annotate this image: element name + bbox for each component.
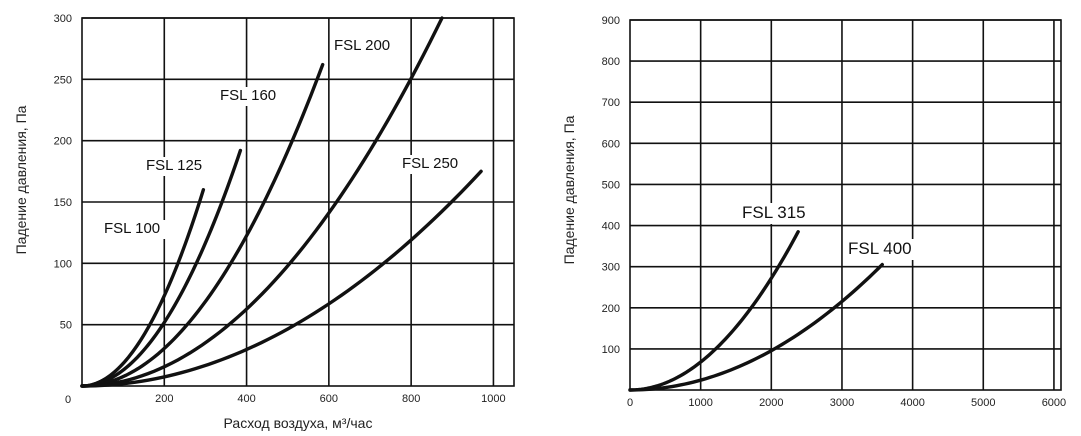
- right-x-tick-labels: 0 1000 2000 3000 4000 5000 6000: [627, 397, 1066, 409]
- x-tick-label: 200: [155, 393, 173, 405]
- y-tick-label: 600: [602, 138, 620, 150]
- y-tick-label: 700: [602, 97, 620, 109]
- curve-label-bg: [216, 87, 294, 106]
- x-tick-label: 400: [237, 393, 255, 405]
- y-tick-label: 250: [54, 74, 72, 86]
- y-tick-label: 50: [60, 320, 72, 332]
- x-tick-label: 4000: [900, 397, 924, 409]
- right-y-axis-label: Падение давления, Па: [561, 115, 577, 264]
- left-origin-label: 0: [65, 394, 71, 406]
- curve-fsl-125: [80, 148, 243, 388]
- left-x-tick-labels: 200 400 600 800 1000: [155, 393, 506, 405]
- curve-fsl-200: [80, 16, 444, 388]
- right-plot-frame: [629, 19, 1062, 391]
- curve-label-fsl-400: FSL 400: [848, 239, 912, 258]
- y-tick-label: 900: [602, 15, 620, 27]
- curve-label-bg: [330, 37, 408, 56]
- x-tick-label: 2000: [759, 397, 783, 409]
- curve-label-fsl-125: FSL 125: [146, 157, 202, 174]
- curve-label-bg: [738, 203, 824, 224]
- curve-fsl-160: [80, 62, 325, 388]
- curve-label-fsl-200: FSL 200: [334, 37, 390, 54]
- x-tick-label: 1000: [688, 397, 712, 409]
- chart-right: 0 1000 2000 3000 4000 5000 6000 100 200 300 400 50…: [561, 15, 1066, 409]
- chart-left: 200 400 600 800 1000 50 100 150 200 250 300 FSL 1…: [13, 13, 515, 431]
- y-tick-label: 300: [54, 13, 72, 25]
- left-x-axis-label: Расход воздуха, м³/час: [224, 415, 373, 431]
- right-curve-labels: FSL 315 FSL 400: [738, 203, 930, 260]
- left-y-axis-label: Падение давления, Па: [13, 105, 29, 254]
- left-curves: [80, 16, 483, 388]
- y-tick-label: 300: [602, 262, 620, 274]
- curve-label-bg: [844, 239, 930, 260]
- curve-label-bg: [100, 220, 178, 239]
- curve-label-fsl-160: FSL 160: [220, 87, 276, 104]
- curve-label-fsl-250: FSL 250: [402, 155, 458, 172]
- left-curve-labels: FSL 100 FSL 125 FSL 160 FSL 200 FSL 250: [100, 37, 476, 239]
- left-plot-frame: [81, 17, 515, 387]
- right-gridlines: [630, 19, 1061, 390]
- x-tick-label: 5000: [971, 397, 995, 409]
- curve-label-bg: [398, 155, 476, 174]
- x-tick-label: 0: [627, 397, 633, 409]
- y-tick-label: 100: [54, 258, 72, 270]
- left-y-tick-labels: 50 100 150 200 250 300: [54, 13, 72, 332]
- right-y-tick-labels: 100 200 300 400 500 600 700 800 900: [602, 15, 620, 356]
- x-tick-label: 800: [402, 393, 420, 405]
- curve-label-fsl-315: FSL 315: [742, 203, 806, 222]
- y-tick-label: 200: [602, 303, 620, 315]
- y-tick-label: 400: [602, 221, 620, 233]
- x-tick-label: 3000: [830, 397, 854, 409]
- curve-label-fsl-100: FSL 100: [104, 220, 160, 237]
- right-curves: [628, 230, 884, 392]
- x-tick-label: 6000: [1042, 397, 1066, 409]
- y-tick-label: 800: [602, 56, 620, 68]
- y-tick-label: 100: [602, 344, 620, 356]
- y-tick-label: 500: [602, 179, 620, 191]
- curve-fsl-315: [628, 230, 800, 392]
- curve-label-bg: [142, 157, 220, 176]
- curve-fsl-250: [80, 169, 483, 388]
- x-tick-label: 1000: [481, 393, 505, 405]
- x-tick-label: 600: [320, 393, 338, 405]
- curve-fsl-400: [628, 262, 884, 392]
- y-tick-label: 200: [54, 136, 72, 148]
- y-tick-label: 150: [54, 197, 72, 209]
